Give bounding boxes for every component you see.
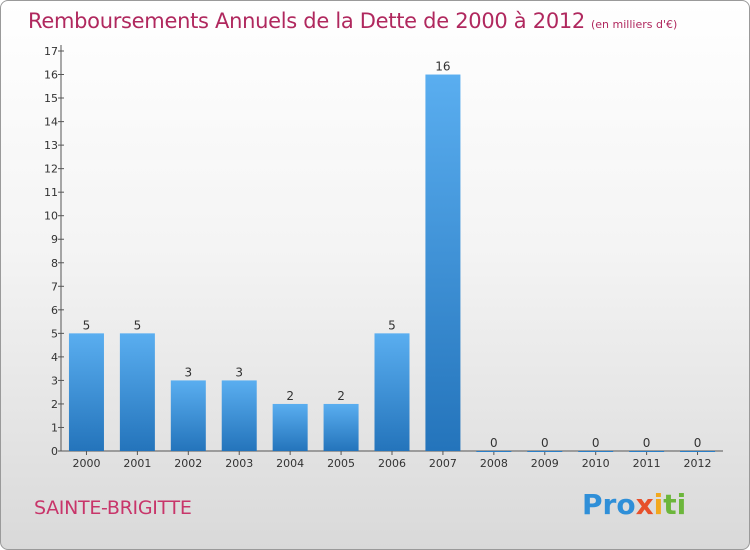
bar-value-label: 5 — [83, 318, 91, 332]
chart-labels: 2000 5 2001 5 2002 3 2003 3 2004 2 2005 2 2006 5 2007 1… — [72, 60, 711, 470]
y-tick-label: 7 — [51, 280, 58, 293]
x-tick-label: 2012 — [684, 457, 712, 470]
x-tick-label: 2004 — [276, 457, 304, 470]
bar-value-label: 0 — [643, 436, 651, 450]
y-tick-label: 8 — [51, 257, 58, 270]
chart-bars — [68, 74, 716, 452]
y-tick-label: 14 — [44, 116, 58, 129]
bar-value-label: 16 — [435, 60, 450, 74]
y-tick-label: 3 — [51, 374, 58, 387]
x-tick-label: 2010 — [582, 457, 610, 470]
bar-value-label: 5 — [134, 318, 142, 332]
brand-part-1: Pro — [582, 488, 636, 521]
bar — [476, 451, 512, 452]
y-tick-label: 5 — [51, 327, 58, 340]
y-tick-label: 0 — [51, 445, 58, 458]
bar-value-label: 0 — [541, 436, 549, 450]
y-tick-label: 11 — [44, 186, 58, 199]
bar — [629, 451, 665, 452]
bar — [680, 451, 716, 452]
chart-title-text: Remboursements Annuels de la Dette de 20… — [28, 9, 585, 33]
bar-value-label: 3 — [235, 365, 243, 379]
bar — [527, 451, 563, 452]
bar-value-label: 2 — [286, 389, 294, 403]
brand-part-4: ti — [663, 488, 687, 521]
y-tick-label: 15 — [44, 92, 58, 105]
y-tick-label: 17 — [44, 45, 58, 58]
y-tick-label: 4 — [51, 351, 58, 364]
commune-name: SAINTE-BRIGITTE — [34, 497, 192, 519]
x-tick-label: 2000 — [72, 457, 100, 470]
x-tick-label: 2007 — [429, 457, 457, 470]
bar — [425, 74, 461, 451]
bar — [374, 333, 410, 451]
y-tick-label: 1 — [51, 421, 58, 434]
x-tick-label: 2006 — [378, 457, 406, 470]
x-tick-label: 2008 — [480, 457, 508, 470]
x-tick-label: 2011 — [633, 457, 661, 470]
y-tick-label: 12 — [44, 163, 58, 176]
brand-logo: Proxiti — [582, 488, 686, 521]
y-tick-label: 9 — [51, 233, 58, 246]
chart-title: Remboursements Annuels de la Dette de 20… — [28, 9, 677, 33]
x-tick-label: 2002 — [174, 457, 202, 470]
brand-part-2: x — [635, 488, 654, 521]
bar-value-label: 0 — [592, 436, 600, 450]
y-tick-label: 10 — [44, 210, 58, 223]
bar — [272, 403, 308, 451]
bar — [170, 380, 206, 451]
bar — [221, 380, 257, 451]
chart-unit-note: (en milliers d'€) — [591, 18, 678, 31]
bar — [323, 403, 359, 451]
y-tick-label: 6 — [51, 304, 58, 317]
bar — [578, 451, 614, 452]
y-tick-label: 2 — [51, 398, 58, 411]
brand-part-3: i — [653, 488, 664, 521]
x-tick-label: 2003 — [225, 457, 253, 470]
bar-value-label: 0 — [490, 436, 498, 450]
bar — [68, 333, 104, 451]
y-tick-label: 13 — [44, 139, 58, 152]
x-tick-label: 2005 — [327, 457, 355, 470]
bar-value-label: 3 — [184, 365, 192, 379]
x-tick-label: 2009 — [531, 457, 559, 470]
bar-value-label: 0 — [694, 436, 702, 450]
y-tick-label: 16 — [44, 69, 58, 82]
x-tick-label: 2001 — [123, 457, 151, 470]
bar-value-label: 5 — [388, 318, 396, 332]
bar-value-label: 2 — [337, 389, 345, 403]
bar — [119, 333, 155, 451]
